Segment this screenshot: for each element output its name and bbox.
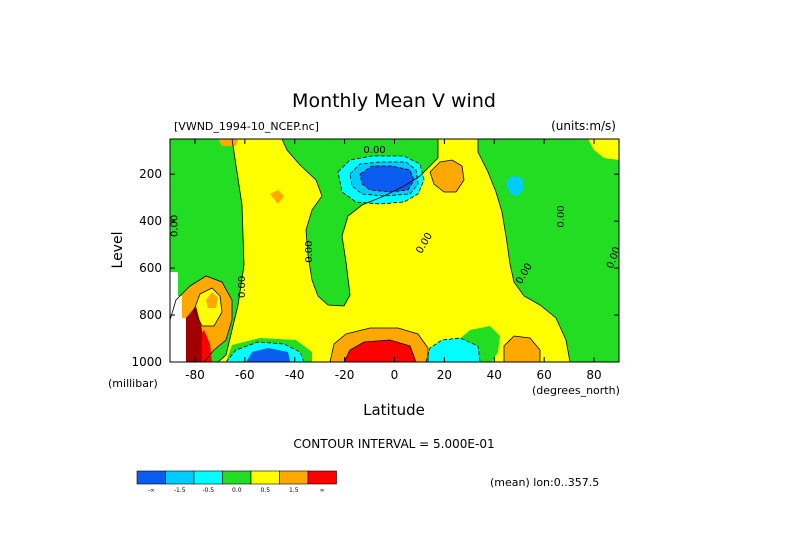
- region-blue-upper: [360, 166, 414, 192]
- units-label: (units:m/s): [551, 119, 616, 133]
- legend-swatch: [307, 470, 337, 485]
- legend-swatch: [136, 470, 166, 485]
- region-missing-data: [170, 272, 186, 362]
- footer-note: (mean) lon:0..357.5: [490, 476, 599, 489]
- x-tick-label: 80: [586, 368, 601, 382]
- contour-interval-text: CONTOUR INTERVAL = 5.000E-01: [293, 437, 494, 451]
- dataset-label: [VWND_1994-10_NCEP.nc]: [174, 120, 319, 133]
- legend-swatch: [165, 470, 195, 485]
- y-axis-title: Level: [110, 232, 126, 269]
- region-dark-red-left: [186, 306, 202, 362]
- x-axis-unit: (degrees_north): [532, 384, 620, 397]
- region-orange-upper-left: [270, 190, 284, 204]
- region-red-bottom: [344, 340, 416, 362]
- x-axis-ticks: -80 -60 -40 -20 0 20 40 60 80: [185, 139, 602, 382]
- x-tick-label: 20: [437, 368, 452, 382]
- region-cyan-bottom: [426, 338, 480, 362]
- legend-tick-label: 0.5: [260, 487, 270, 494]
- legend-tick-label: ∞: [320, 487, 325, 494]
- region-yellow-right: [588, 139, 619, 160]
- colour-legend: -∞ -1.5 -0.5 0.0 0.5 1.5 ∞: [136, 470, 337, 494]
- chart-title: Monthly Mean V wind: [292, 90, 496, 112]
- contour-lines: [170, 139, 571, 362]
- legend-swatch: [193, 470, 223, 485]
- contour-label: 0.00: [169, 215, 180, 237]
- legend-tick-label: 1.5: [289, 487, 299, 494]
- legend-swatch: [279, 470, 309, 485]
- legend-tick-label: 0.0: [232, 487, 242, 494]
- y-axis-ticks: 200 400 600 800 1000: [131, 167, 619, 369]
- region-orange-left-inner: [206, 292, 218, 308]
- contour-label: 0.00: [556, 205, 567, 227]
- x-tick-label: -80: [185, 368, 205, 382]
- y-tick-label: 600: [139, 261, 162, 275]
- x-tick-label: 40: [487, 368, 502, 382]
- legend-swatch: [222, 470, 252, 485]
- legend-tick-label: -1.5: [174, 487, 186, 494]
- region-cyan-right: [506, 176, 524, 196]
- x-tick-label: 60: [537, 368, 552, 382]
- y-tick-label: 1000: [131, 355, 162, 369]
- y-tick-label: 200: [139, 167, 162, 181]
- y-tick-label: 400: [139, 214, 162, 228]
- y-tick-label: 800: [139, 308, 162, 322]
- legend-tick-label: -0.5: [202, 487, 214, 494]
- contour-label: 0.00: [237, 276, 248, 298]
- legend-swatch: [250, 470, 280, 485]
- contour-field: [170, 139, 619, 362]
- legend-tick-label: -∞: [148, 487, 155, 494]
- region-orange-bottom-right: [504, 336, 540, 362]
- contour-label: 0.00: [304, 241, 315, 263]
- x-tick-label: 0: [391, 368, 399, 382]
- x-tick-label: -60: [235, 368, 255, 382]
- x-tick-label: -20: [335, 368, 355, 382]
- region-orange-upper-right: [430, 160, 464, 192]
- region-blue-bottom-left: [246, 348, 290, 362]
- y-axis-unit: (millibar): [108, 377, 158, 390]
- x-axis-title: Latitude: [363, 401, 425, 419]
- x-tick-label: -40: [285, 368, 305, 382]
- contour-label: 0.00: [363, 145, 385, 156]
